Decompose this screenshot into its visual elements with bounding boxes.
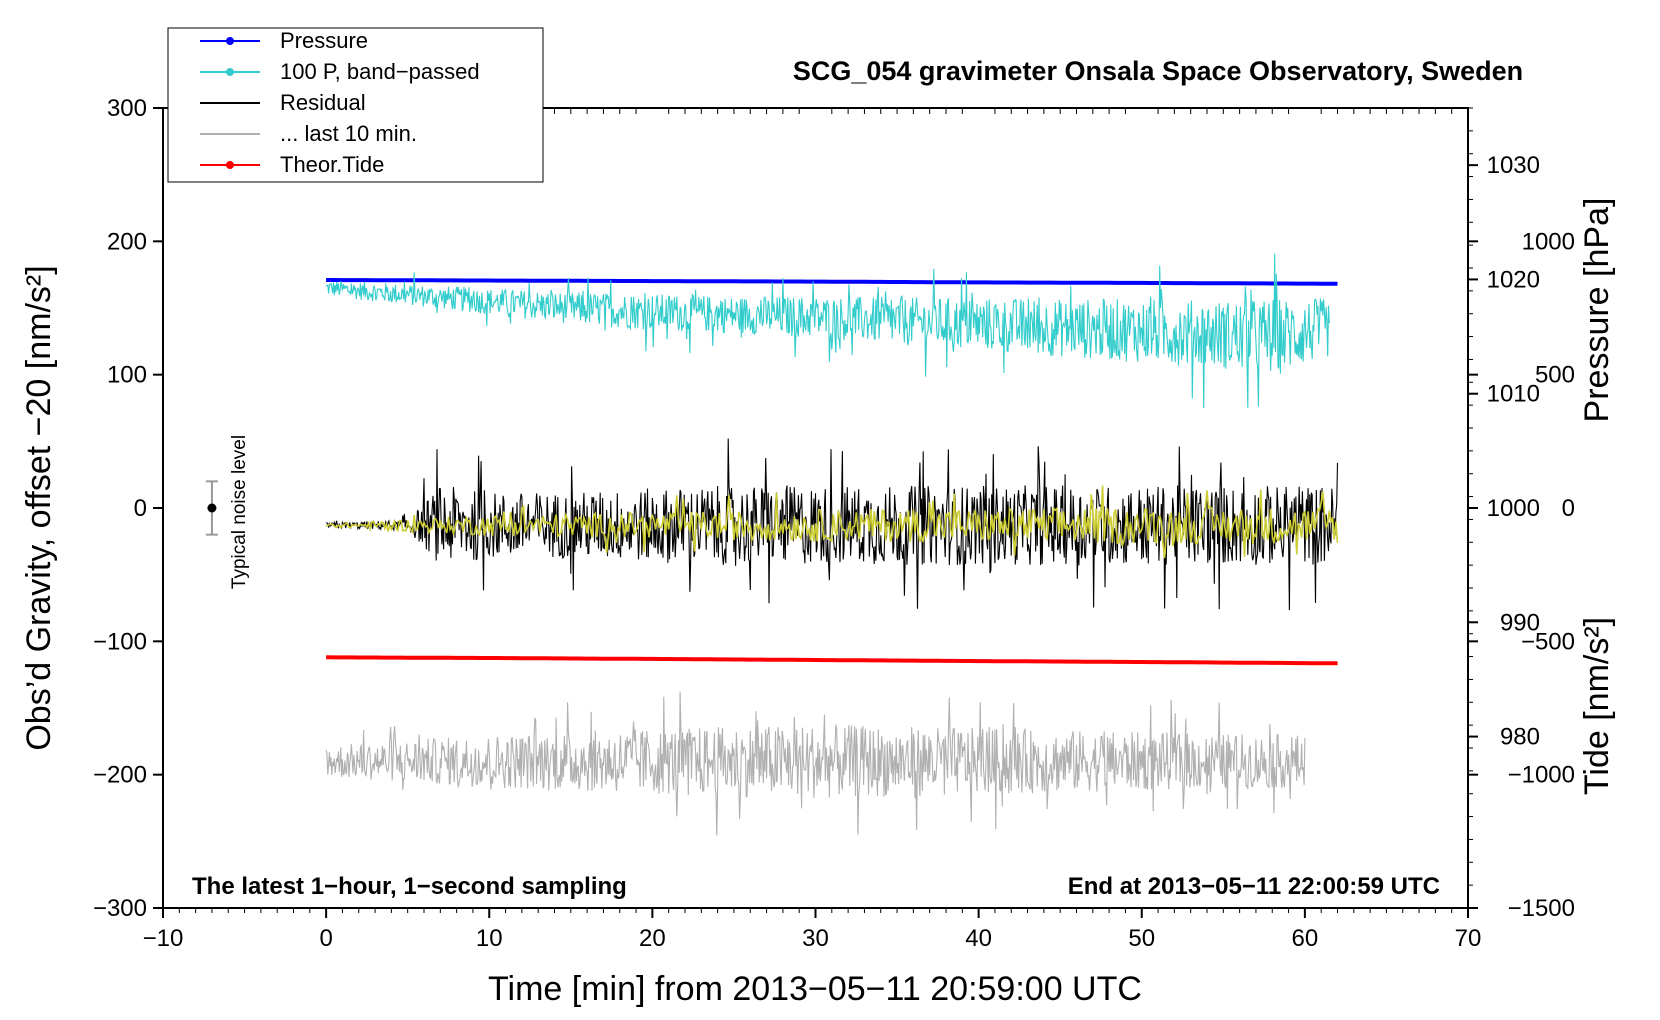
pressure-tick-label: 1020	[1487, 266, 1540, 293]
left-tick-label: 300	[107, 95, 147, 122]
annotation-latest-hour: The latest 1−hour, 1−second sampling	[192, 873, 627, 900]
left-tick-label: −300	[93, 895, 147, 922]
x-tick-label: 70	[1455, 925, 1482, 952]
x-tick-label: 0	[319, 925, 332, 952]
pressure-line	[326, 278, 1338, 286]
tide-tick-label: −1500	[1508, 895, 1575, 922]
legend-label: 100 P, band−passed	[280, 59, 480, 84]
left-tick-label: 0	[134, 495, 147, 522]
left-axis-title: Obs’d Gravity, offset −20 [nm/s²]	[20, 265, 58, 750]
residual-smoothed-line	[326, 485, 1339, 559]
legend-label: ... last 10 min.	[280, 121, 417, 146]
noise-level-label: Typical noise level	[229, 435, 250, 589]
legend: Pressure 100 P, band−passed Residual ... la…	[167, 27, 544, 183]
annotation-end-time: End at 2013−05−11 22:00:59 UTC	[1068, 873, 1440, 900]
noise-bar-point	[207, 503, 217, 513]
pressure-axis-title: Pressure [hPa]	[1578, 198, 1616, 423]
noise-bar-group	[205, 480, 218, 536]
pressure-tick-label: 1030	[1487, 152, 1540, 179]
right-axis-ticks: 1030 1020 1010 1000 990 980 1000 500 0 −500 −1000 −…	[1468, 152, 1575, 922]
pressure-tick-label: 990	[1500, 609, 1540, 636]
x-tick-label: −10	[143, 925, 184, 952]
tide-tick-label: 1000	[1522, 228, 1575, 255]
x-tick-label: 20	[639, 925, 666, 952]
legend-marker	[226, 68, 234, 76]
left-tick-label: −200	[93, 762, 147, 789]
last-10-min-line	[325, 691, 1306, 836]
left-axis-ticks: 300 200 100 0 −100 −200 −300	[93, 95, 163, 922]
left-tick-label: −100	[93, 628, 147, 655]
left-tick-label: 100	[107, 362, 147, 389]
legend-label: Residual	[280, 90, 366, 115]
legend-marker	[226, 37, 234, 45]
x-tick-label: 10	[476, 925, 503, 952]
tide-tick-label: −500	[1521, 628, 1575, 655]
tide-axis-title: Tide [nm/s²]	[1578, 617, 1616, 795]
theor-tide-line	[326, 655, 1338, 666]
tide-tick-label: 500	[1535, 362, 1575, 389]
x-tick-label: 40	[965, 925, 992, 952]
x-tick-label: 50	[1128, 925, 1155, 952]
pressure-tick-label: 1000	[1487, 495, 1540, 522]
left-tick-label: 200	[107, 228, 147, 255]
legend-marker	[226, 161, 234, 169]
legend-label: Pressure	[280, 28, 368, 53]
x-axis-ticks: −10 0 10 20 30 40 50 60 70	[143, 908, 1482, 952]
tide-tick-label: −1000	[1508, 762, 1575, 789]
legend-box	[167, 27, 544, 183]
legend-label: Theor.Tide	[280, 152, 384, 177]
minor-ticks	[178, 107, 1473, 913]
tide-tick-label: 0	[1562, 495, 1575, 522]
x-axis-title: Time [min] from 2013−05−11 20:59:00 UTC	[488, 970, 1142, 1008]
x-tick-label: 60	[1292, 925, 1319, 952]
pressure-tick-label: 1010	[1487, 381, 1540, 408]
chart-title: SCG_054 gravimeter Onsala Space Observat…	[793, 56, 1523, 86]
x-tick-label: 30	[802, 925, 829, 952]
pressure-tick-label: 980	[1500, 724, 1540, 751]
band-passed-line	[325, 253, 1330, 409]
series-layer	[325, 253, 1339, 836]
